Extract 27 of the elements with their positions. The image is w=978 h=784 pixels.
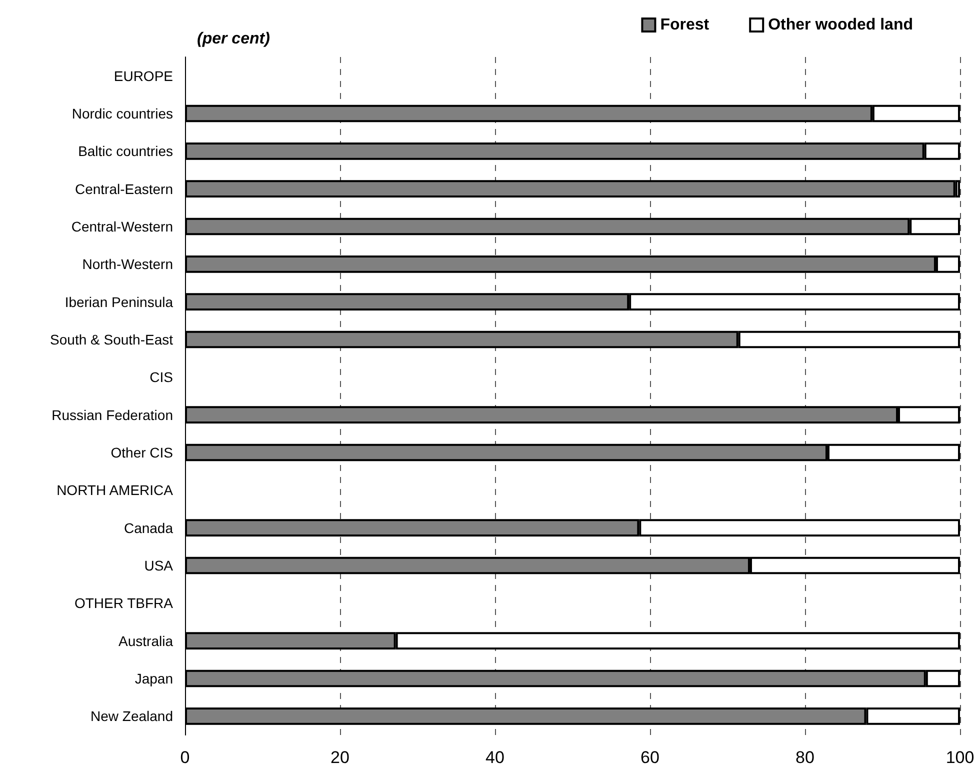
y-tick-label: EUROPE bbox=[114, 68, 173, 84]
y-tick-label: Australia bbox=[118, 632, 174, 649]
x-tick-label: 100 bbox=[946, 748, 974, 767]
x-tick-label: 0 bbox=[180, 748, 190, 767]
x-tick-label: 80 bbox=[796, 748, 814, 767]
y-tick-label: Central-Eastern bbox=[74, 180, 173, 197]
y-tick-label: Baltic countries bbox=[78, 143, 173, 160]
x-tick-label: 60 bbox=[640, 748, 660, 767]
y-tick-label: Central-Western bbox=[71, 218, 173, 234]
y-tick-label: Russian Federation bbox=[52, 406, 173, 423]
y-tick-label: USA bbox=[144, 558, 174, 574]
y-tick-label: Japan bbox=[134, 670, 173, 686]
y-tick-label: Canada bbox=[124, 520, 174, 536]
y-tick-label: New Zealand bbox=[90, 708, 173, 724]
chart-subtitle: (per cent) bbox=[197, 30, 270, 48]
y-tick-label: Other CIS bbox=[110, 444, 173, 460]
y-tick-label: South & South-East bbox=[50, 332, 174, 348]
y-tick-label: OTHER TBFRA bbox=[74, 595, 174, 612]
y-tick-label: North-Western bbox=[82, 256, 173, 272]
y-tick-label: Nordic countries bbox=[72, 106, 173, 122]
y-tick-label: CIS bbox=[150, 369, 173, 386]
x-tick-label: 40 bbox=[486, 748, 504, 767]
legend-label: Other wooded land bbox=[768, 16, 913, 34]
legend-label: Forest bbox=[660, 16, 710, 34]
y-tick-label: NORTH AMERICA bbox=[56, 482, 174, 498]
y-tick-label: Iberian Peninsula bbox=[64, 294, 174, 310]
x-tick-label: 20 bbox=[330, 748, 350, 767]
